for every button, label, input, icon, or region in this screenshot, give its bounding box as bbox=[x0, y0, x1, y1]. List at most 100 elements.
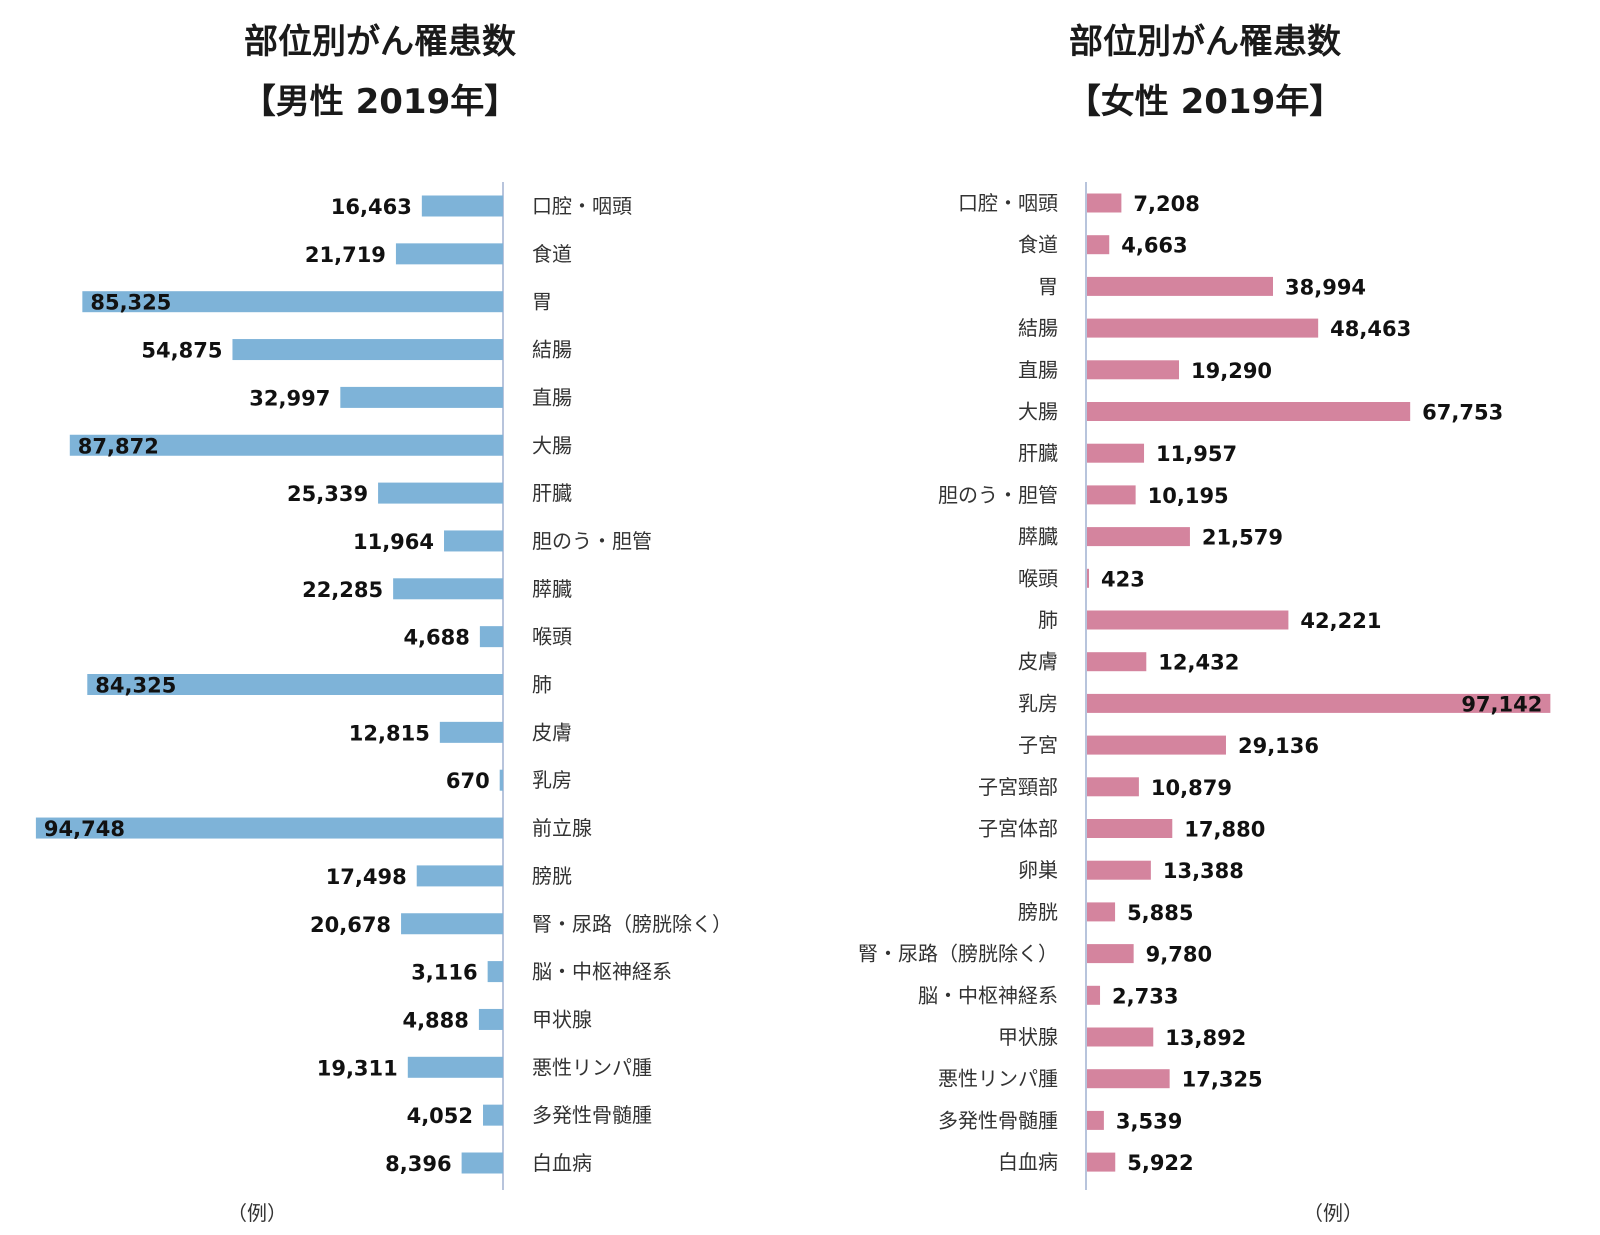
male-value-label: 20,678 bbox=[310, 913, 391, 937]
female-bar bbox=[1087, 944, 1134, 964]
female-category-label: 甲状腺 bbox=[998, 1025, 1058, 1049]
female-bar bbox=[1087, 902, 1116, 922]
female-category-label: 胆のう・胆管 bbox=[938, 483, 1058, 507]
male-subtitle-line: 【男性 2019年】 bbox=[241, 82, 519, 122]
male-bar bbox=[378, 482, 503, 504]
female-value-label: 67,753 bbox=[1422, 401, 1503, 425]
male-bar bbox=[407, 1056, 503, 1078]
female-bar bbox=[1087, 693, 1551, 713]
male-value-label: 670 bbox=[446, 769, 490, 793]
female-bar bbox=[1087, 402, 1411, 421]
male-bar bbox=[340, 386, 503, 408]
female-bar bbox=[1087, 568, 1090, 588]
male-value-label: 19,311 bbox=[317, 1056, 398, 1080]
male-value-label: 16,463 bbox=[331, 195, 412, 219]
female-value-label: 10,879 bbox=[1151, 776, 1232, 800]
male-category-label: 胆のう・胆管 bbox=[532, 529, 652, 553]
female-value-label: 21,579 bbox=[1202, 526, 1283, 550]
female-value-label: 13,892 bbox=[1165, 1026, 1246, 1050]
male-category-label: 乳房 bbox=[532, 768, 572, 792]
male-category-label: 結腸 bbox=[532, 338, 572, 362]
female-category-label: 子宮頸部 bbox=[978, 775, 1058, 799]
female-title-line: 部位別がん罹患数 bbox=[1069, 22, 1341, 62]
female-bar bbox=[1087, 1069, 1170, 1089]
male-value-label: 25,339 bbox=[287, 482, 368, 506]
female-category-label: 膵臓 bbox=[1018, 525, 1058, 549]
female-bar bbox=[1087, 1152, 1116, 1172]
female-value-label: 5,885 bbox=[1127, 901, 1193, 925]
female-bar bbox=[1087, 443, 1145, 463]
female-category-label: 脳・中枢神経系 bbox=[918, 983, 1058, 1007]
female-bar bbox=[1087, 235, 1110, 255]
male-bar bbox=[479, 626, 503, 648]
male-bar bbox=[87, 674, 504, 695]
female-bar bbox=[1087, 485, 1136, 505]
male-value-label: 21,719 bbox=[305, 243, 386, 267]
female-value-label: 29,136 bbox=[1238, 734, 1319, 758]
female-note: （例） bbox=[1303, 1201, 1363, 1225]
female-subtitle-line: 【女性 2019年】 bbox=[1066, 82, 1344, 122]
male-bar bbox=[232, 339, 503, 361]
female-value-label: 4,663 bbox=[1121, 234, 1187, 258]
female-bar bbox=[1087, 819, 1173, 838]
male-value-label: 85,325 bbox=[90, 291, 171, 315]
female-bar bbox=[1087, 735, 1226, 755]
male-value-label: 94,748 bbox=[44, 817, 125, 841]
female-bar-chart: （例） 7,208 口腔・咽頭 4,663 食道 38,994 胃 48,463 結腸 19,2… bbox=[858, 182, 1551, 1225]
male-category-label: 脳・中枢神経系 bbox=[532, 960, 672, 984]
male-category-label: 肝臓 bbox=[532, 481, 572, 505]
male-bar bbox=[401, 913, 503, 935]
male-category-label: 甲状腺 bbox=[532, 1007, 592, 1031]
male-category-label: 前立腺 bbox=[532, 816, 592, 840]
male-bar bbox=[444, 530, 503, 552]
female-bar bbox=[1087, 276, 1274, 296]
female-value-label: 19,290 bbox=[1191, 359, 1272, 383]
female-bar bbox=[1087, 610, 1289, 630]
female-category-label: 肝臓 bbox=[1018, 441, 1058, 465]
female-category-label: 白血病 bbox=[998, 1150, 1058, 1174]
male-category-label: 腎・尿路（膀胱除く） bbox=[532, 912, 732, 936]
male-category-label: 皮膚 bbox=[532, 720, 572, 744]
female-bar bbox=[1087, 1110, 1104, 1130]
male-category-label: 白血病 bbox=[532, 1151, 592, 1175]
female-value-label: 38,994 bbox=[1285, 275, 1366, 299]
male-value-label: 4,052 bbox=[407, 1104, 473, 1128]
male-category-label: 口腔・咽頭 bbox=[532, 194, 632, 218]
female-bar bbox=[1087, 860, 1151, 880]
female-category-label: 乳房 bbox=[1018, 691, 1058, 715]
male-category-label: 膵臓 bbox=[532, 577, 572, 601]
male-value-label: 4,688 bbox=[403, 626, 469, 650]
female-bar bbox=[1087, 777, 1139, 797]
male-category-label: 直腸 bbox=[532, 385, 572, 409]
male-note: （例） bbox=[227, 1201, 287, 1225]
male-bar bbox=[499, 769, 503, 791]
female-value-label: 97,142 bbox=[1461, 692, 1542, 716]
male-value-label: 84,325 bbox=[95, 674, 176, 698]
female-category-label: 結腸 bbox=[1018, 316, 1058, 340]
male-category-label: 喉頭 bbox=[532, 625, 572, 649]
female-value-label: 10,195 bbox=[1148, 484, 1229, 508]
male-bar bbox=[483, 1104, 503, 1126]
female-category-label: 悪性リンパ腫 bbox=[938, 1067, 1058, 1091]
male-category-label: 大腸 bbox=[532, 433, 572, 457]
male-category-label: 多発性骨髄腫 bbox=[532, 1103, 652, 1127]
female-value-label: 7,208 bbox=[1133, 192, 1199, 216]
female-category-label: 膀胱 bbox=[1018, 900, 1058, 924]
female-category-label: 口腔・咽頭 bbox=[958, 191, 1058, 215]
female-category-label: 直腸 bbox=[1018, 358, 1058, 382]
male-bar bbox=[395, 243, 503, 265]
male-bar bbox=[439, 721, 503, 743]
male-bar bbox=[461, 1152, 503, 1174]
male-value-label: 4,888 bbox=[402, 1008, 468, 1032]
male-bar bbox=[478, 1008, 503, 1030]
male-value-label: 11,964 bbox=[353, 530, 434, 554]
female-value-label: 13,388 bbox=[1163, 859, 1244, 883]
male-value-label: 12,815 bbox=[349, 721, 430, 745]
female-category-label: 胃 bbox=[1038, 274, 1058, 298]
female-category-label: 皮膚 bbox=[1018, 650, 1058, 674]
female-category-label: 肺 bbox=[1038, 608, 1058, 632]
female-value-label: 12,432 bbox=[1158, 651, 1239, 675]
female-bar bbox=[1087, 985, 1101, 1005]
male-bar-chart: （例） 16,463 口腔・咽頭 21,719 食道 85,325 胃 54,875 結腸 32… bbox=[35, 182, 732, 1225]
female-value-label: 2,733 bbox=[1112, 984, 1178, 1008]
